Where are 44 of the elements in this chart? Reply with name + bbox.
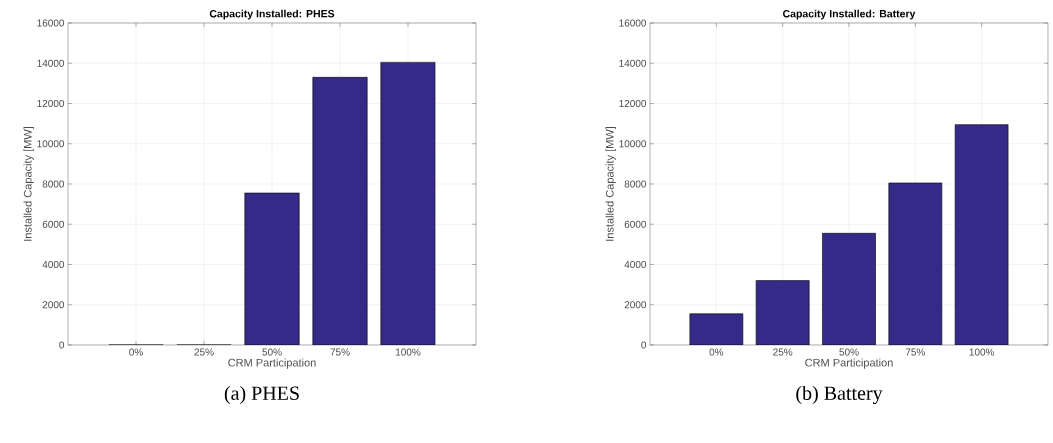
- bar: [689, 313, 743, 345]
- x-tick-label: 50%: [262, 348, 282, 356]
- bar: [822, 233, 876, 345]
- bar: [312, 77, 368, 345]
- y-axis-title: Installed Capacity [MW]: [23, 127, 34, 241]
- x-tick-label: 50%: [839, 348, 859, 356]
- chart-title: Capacity Installed: Battery: [783, 9, 916, 20]
- bar: [954, 124, 1009, 345]
- y-tick-label: 10000: [619, 140, 647, 148]
- x-tick-label: 0%: [709, 348, 724, 356]
- y-tick-label: 8000: [42, 180, 65, 188]
- y-tick-label: 10000: [37, 140, 65, 148]
- y-tick-label: 4000: [624, 260, 647, 269]
- y-tick-label: 0: [641, 341, 647, 349]
- y-tick-label: 6000: [42, 220, 65, 228]
- x-axis-title: CRM Participation: [805, 358, 893, 369]
- x-tick-label: 0%: [129, 348, 143, 356]
- y-tick-label: 2000: [624, 301, 647, 309]
- y-axis-title: Installed Capacity [MW]: [605, 127, 616, 241]
- y-tick-label: 6000: [624, 220, 647, 228]
- y-tick-label: 16000: [619, 19, 647, 27]
- y-tick-label: 12000: [37, 99, 65, 108]
- x-tick-label: 100%: [969, 348, 995, 356]
- bar: [888, 182, 942, 345]
- y-tick-label: 14000: [37, 59, 65, 67]
- y-tick-label: 8000: [624, 180, 647, 188]
- bar: [756, 280, 810, 345]
- y-tick-label: 14000: [619, 59, 647, 67]
- text: (b) Battery: [796, 385, 883, 405]
- x-tick-label: 25%: [194, 348, 214, 356]
- chart-title: Capacity Installed: PHES: [209, 9, 335, 20]
- x-axis-title: CRM Participation: [228, 358, 316, 369]
- bar: [380, 61, 436, 345]
- x-tick-label: 25%: [773, 348, 793, 356]
- y-tick-label: 12000: [619, 99, 647, 108]
- x-tick-label: 75%: [330, 348, 350, 356]
- text: (a) PHES: [224, 385, 299, 405]
- x-tick-label: 75%: [905, 348, 925, 356]
- y-tick-label: 16000: [37, 19, 65, 27]
- y-tick-label: 4000: [42, 260, 65, 269]
- y-tick-label: 2000: [42, 301, 65, 309]
- bar: [244, 193, 300, 345]
- y-tick-label: 0: [59, 341, 65, 349]
- x-tick-label: 100%: [395, 348, 421, 356]
